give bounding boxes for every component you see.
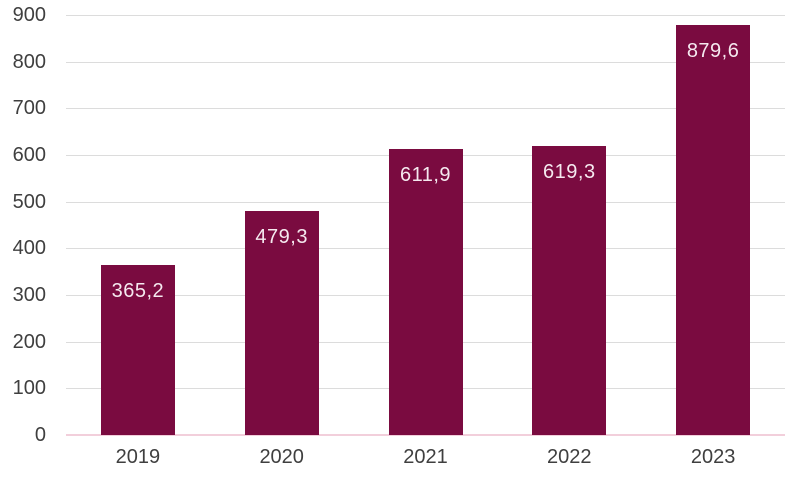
gridline xyxy=(66,61,785,63)
y-tick-label: 800 xyxy=(12,50,46,73)
x-tick-label: 2021 xyxy=(403,446,448,468)
gridline xyxy=(66,108,785,110)
bar xyxy=(532,145,607,435)
bar xyxy=(100,264,175,435)
y-tick-label: 500 xyxy=(12,190,46,213)
y-tick-label: 600 xyxy=(12,144,46,166)
y-tick-label: 700 xyxy=(12,97,46,120)
x-tick-label: 2020 xyxy=(259,446,304,468)
bar xyxy=(676,24,751,435)
y-tick-label: 200 xyxy=(12,330,46,353)
x-tick-label: 2022 xyxy=(547,446,592,468)
bar-value-label: 619,3 xyxy=(543,160,596,183)
x-tick-label: 2019 xyxy=(115,446,161,468)
bar-value-label: 611,9 xyxy=(399,164,452,187)
bar-value-label: 879,6 xyxy=(686,39,740,62)
x-tick-label: 2023 xyxy=(690,446,736,468)
bar-value-label: 365,2 xyxy=(111,279,165,302)
x-axis-baseline xyxy=(66,434,785,436)
y-tick-label: 400 xyxy=(12,237,46,260)
bar-value-label: 479,3 xyxy=(255,226,308,249)
gridline xyxy=(66,15,785,16)
y-tick-label: 300 xyxy=(12,284,46,306)
y-tick-label: 0 xyxy=(34,424,46,446)
y-tick-label: 900 xyxy=(12,4,46,26)
bar xyxy=(388,149,463,435)
bar xyxy=(244,211,319,435)
y-tick-label: 100 xyxy=(12,377,46,400)
